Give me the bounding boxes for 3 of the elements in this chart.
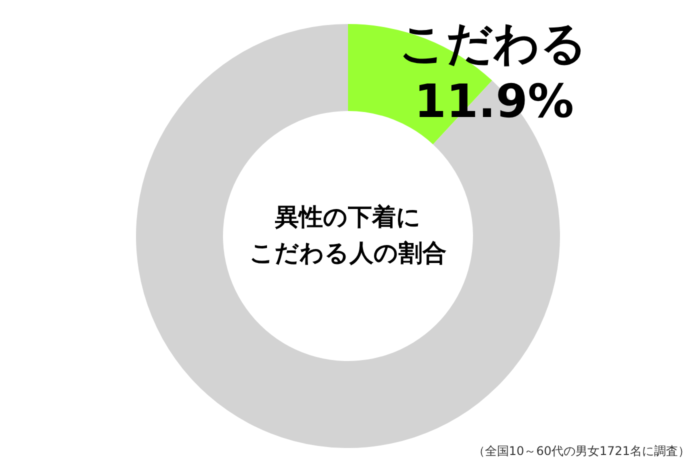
text: こだわる人の割合 (250, 239, 446, 267)
text: （全国10～60代の男女1721名に調査） (472, 444, 690, 458)
text: 異性の下着に (274, 203, 421, 231)
